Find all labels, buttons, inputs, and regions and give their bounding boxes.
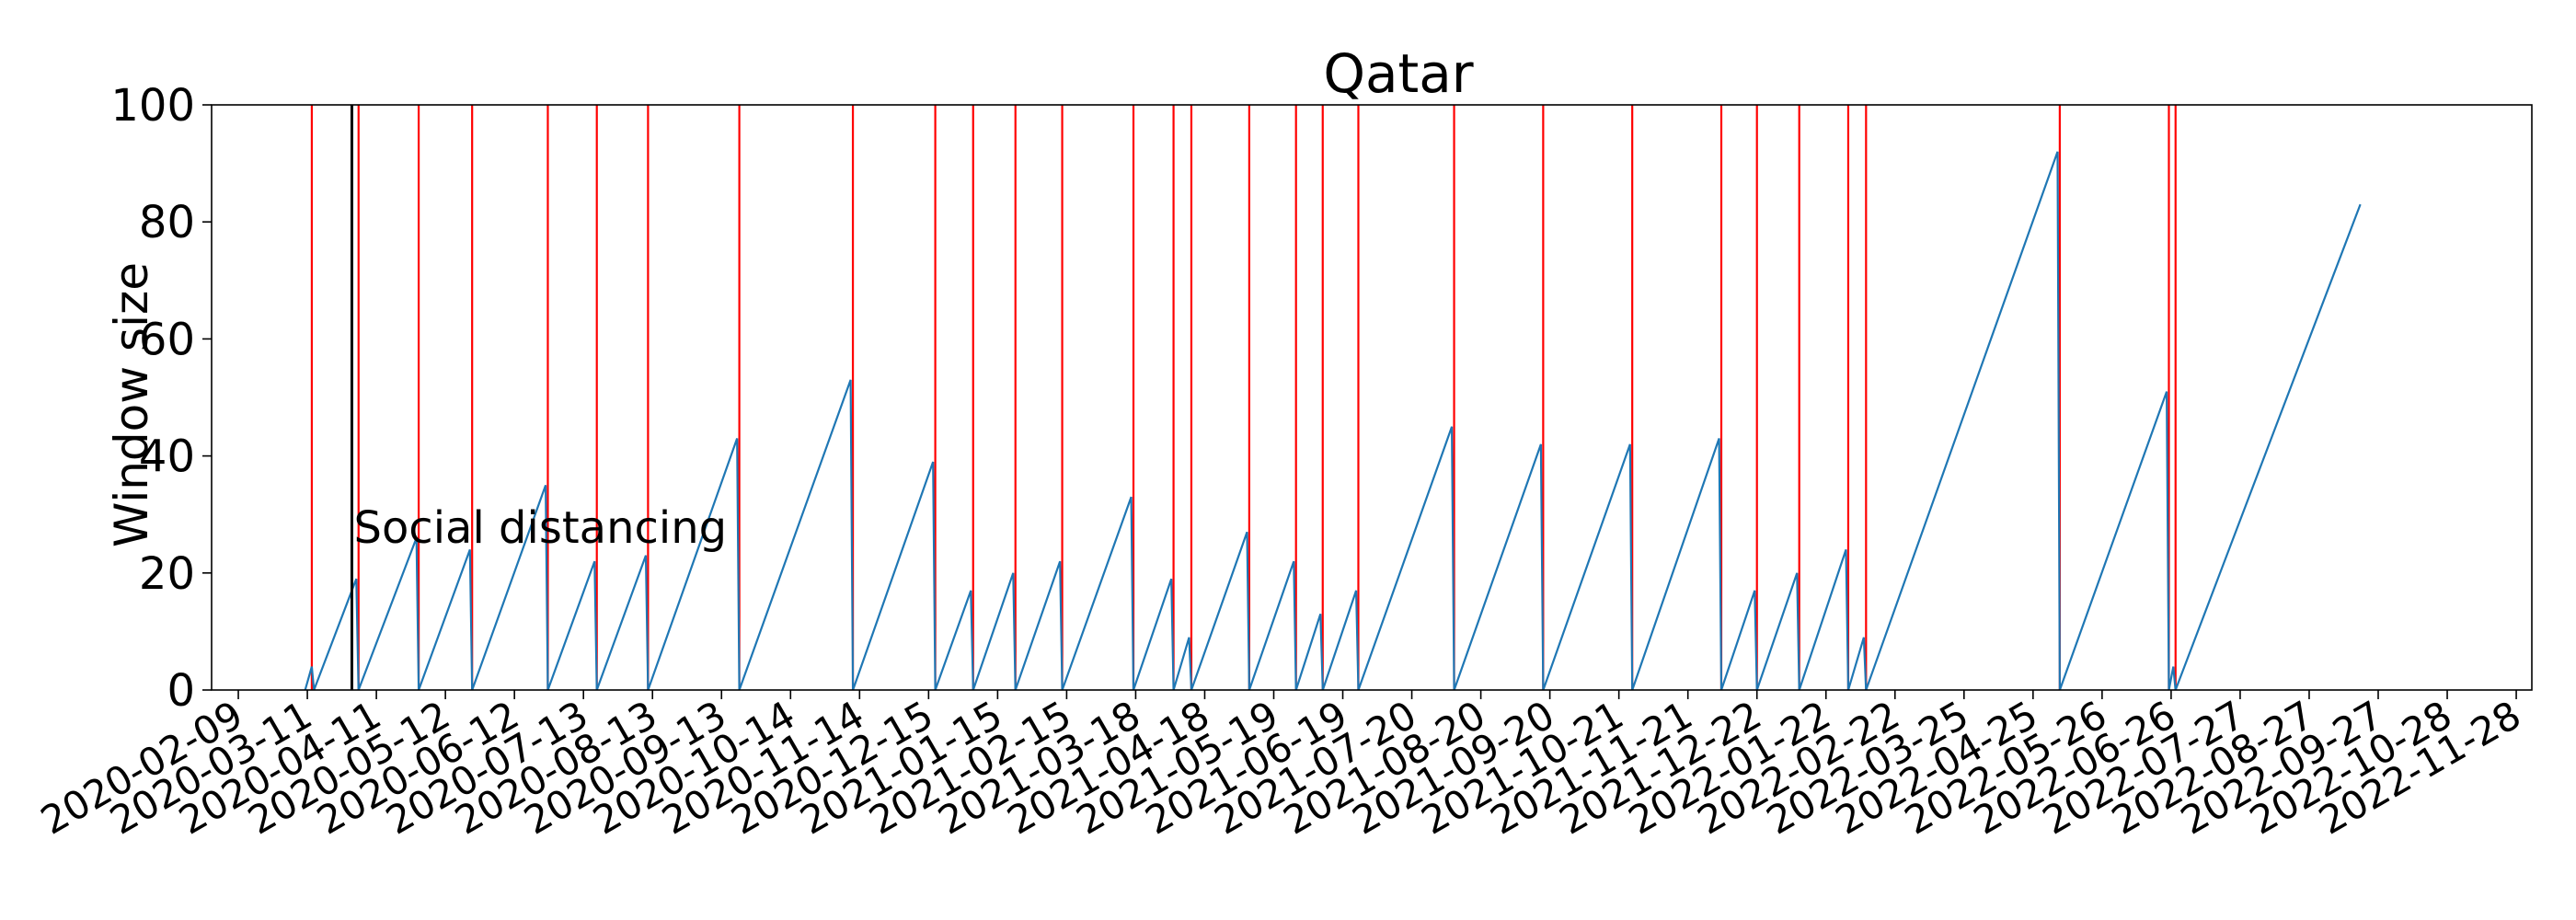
y-tick-label-1: 20 <box>139 548 195 600</box>
y-tick-label-2: 40 <box>139 431 195 483</box>
interventions: Social distancing <box>350 105 727 690</box>
y-tick-label-4: 80 <box>139 197 195 248</box>
x-ticks: 2020-02-092020-03-112020-04-112020-05-12… <box>33 690 2528 844</box>
series-layer <box>304 151 2362 691</box>
y-tick-label-0: 0 <box>167 665 195 717</box>
y-tick-label-3: 60 <box>139 314 195 365</box>
y-tick-label-5: 100 <box>110 80 195 132</box>
y-axis-label: Window size <box>105 262 158 547</box>
intervention-label-0: Social distancing <box>353 502 727 554</box>
change-points <box>310 105 2177 690</box>
series-line-0 <box>304 151 2362 691</box>
y-ticks: 0 20 40 60 80 100 <box>110 80 212 717</box>
plot-frame <box>211 104 2533 691</box>
chart-title: Qatar <box>1323 42 1473 105</box>
